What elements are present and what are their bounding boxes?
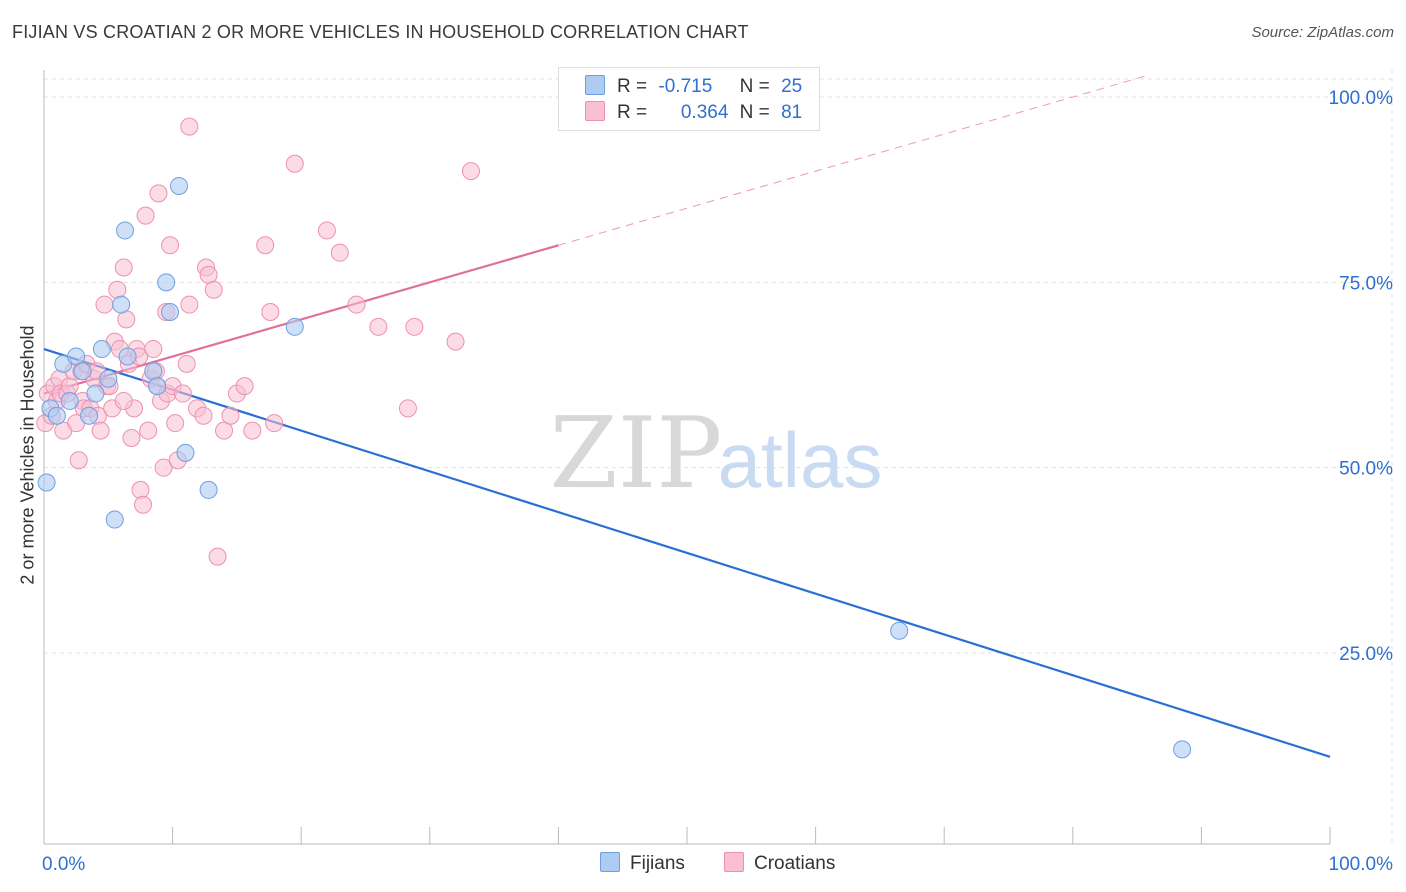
fijian-point	[890, 621, 909, 640]
fijian-point	[47, 406, 66, 425]
bottom-croatians-swatch	[724, 852, 744, 872]
watermark-atlas: atlas	[718, 416, 883, 504]
bottom-fijians-swatch	[600, 852, 620, 872]
fijian-point	[148, 377, 167, 396]
croatians-r-label: R =	[617, 102, 648, 123]
y-tick-label: 100.0%	[1329, 88, 1394, 109]
legend-row-fijians: R = -0.715 N = 25	[585, 75, 802, 101]
data-points	[36, 117, 1192, 759]
croatian-point	[285, 154, 304, 173]
fijian-point	[176, 443, 195, 462]
bottom-legend-fijians: Fijians	[600, 852, 685, 875]
croatian-point	[194, 406, 213, 425]
croatian-point	[208, 547, 227, 566]
fijian-point	[80, 406, 99, 425]
axes	[43, 70, 1331, 845]
croatians-trend-extension	[558, 74, 1151, 246]
chart-title: FIJIAN VS CROATIAN 2 OR MORE VEHICLES IN…	[12, 22, 749, 42]
croatian-point	[161, 236, 180, 255]
tick-labels: 25.0% 50.0% 75.0% 100.0% 0.0% 100.0%	[42, 88, 1393, 875]
croatian-point	[122, 429, 141, 448]
croatian-point	[317, 221, 336, 240]
croatian-point	[173, 384, 192, 403]
croatian-point	[215, 421, 234, 440]
fijian-point	[1173, 740, 1192, 759]
fijian-point	[99, 369, 118, 388]
croatian-point	[347, 295, 366, 314]
fijian-point	[37, 473, 56, 492]
fijian-point	[170, 176, 189, 195]
croatian-point	[95, 295, 114, 314]
croatian-point	[69, 451, 88, 470]
croatian-point	[180, 117, 199, 136]
croatian-point	[405, 317, 424, 336]
croatian-point	[136, 206, 155, 225]
croatians-swatch	[585, 101, 605, 121]
croatian-point	[144, 340, 163, 359]
fijians-trend-line	[43, 348, 1331, 758]
y-tick-label: 75.0%	[1339, 273, 1393, 294]
fijian-point	[144, 362, 163, 381]
croatian-point	[134, 495, 153, 514]
croatian-point	[166, 414, 185, 433]
croatian-point	[243, 421, 262, 440]
fijians-n-label: N =	[739, 76, 770, 97]
watermark-zip: ZIP	[550, 397, 723, 511]
croatian-point	[261, 302, 280, 321]
croatian-point	[330, 243, 349, 262]
croatian-point	[91, 421, 110, 440]
croatian-point	[149, 184, 168, 203]
bottom-legend-croatians: Croatians	[724, 852, 835, 875]
fijian-point	[105, 510, 124, 529]
fijian-point	[112, 295, 131, 314]
croatian-point	[114, 391, 133, 410]
croatian-point	[369, 317, 388, 336]
watermark: ZIP atlas	[550, 397, 883, 511]
y-axis-label: 2 or more Vehicles in Household	[17, 325, 38, 585]
bottom-fijians-label: Fijians	[630, 853, 685, 874]
croatian-point	[398, 399, 417, 418]
legend-row-croatians: R = 0.364 N = 81	[585, 101, 802, 127]
fijians-swatch	[585, 75, 605, 95]
croatians-r-value: 0.364	[680, 102, 729, 123]
croatian-point	[256, 236, 275, 255]
fijian-point	[118, 347, 137, 366]
y-tick-label: 25.0%	[1339, 644, 1393, 665]
fijian-point	[86, 384, 105, 403]
croatian-point	[461, 162, 480, 181]
croatian-point	[139, 421, 158, 440]
y-tick-label: 50.0%	[1339, 459, 1393, 480]
fijians-r-value: -0.715	[658, 76, 713, 97]
fijian-point	[92, 340, 111, 359]
fijian-point	[199, 480, 218, 499]
croatian-point	[177, 354, 196, 373]
x-tick-label: 100.0%	[1329, 854, 1394, 875]
source-label: Source: ZipAtlas.com	[1251, 24, 1394, 41]
croatian-point	[235, 377, 254, 396]
croatians-n-value: 81	[781, 102, 803, 123]
croatian-point	[131, 480, 150, 499]
fijian-point	[116, 221, 135, 240]
fijian-point	[161, 302, 180, 321]
fijian-point	[60, 391, 79, 410]
bottom-croatians-label: Croatians	[754, 853, 836, 874]
fijian-point	[73, 362, 92, 381]
fijians-n-value: 25	[781, 76, 803, 97]
croatian-point	[180, 295, 199, 314]
croatians-n-label: N =	[739, 102, 770, 123]
fijian-point	[285, 317, 304, 336]
fijian-point	[157, 273, 176, 292]
x-tick-label: 0.0%	[42, 854, 85, 875]
croatian-point	[108, 280, 127, 299]
fijian-point	[67, 347, 86, 366]
croatian-point	[154, 458, 173, 477]
croatian-point	[446, 332, 465, 351]
croatian-point	[265, 414, 284, 433]
stats-legend: R = -0.715 N = 25 R = 0.364 N = 81	[558, 67, 820, 131]
croatian-point	[114, 258, 133, 277]
fijians-r-label: R =	[617, 76, 648, 97]
croatian-point	[221, 406, 240, 425]
croatian-point	[204, 280, 223, 299]
